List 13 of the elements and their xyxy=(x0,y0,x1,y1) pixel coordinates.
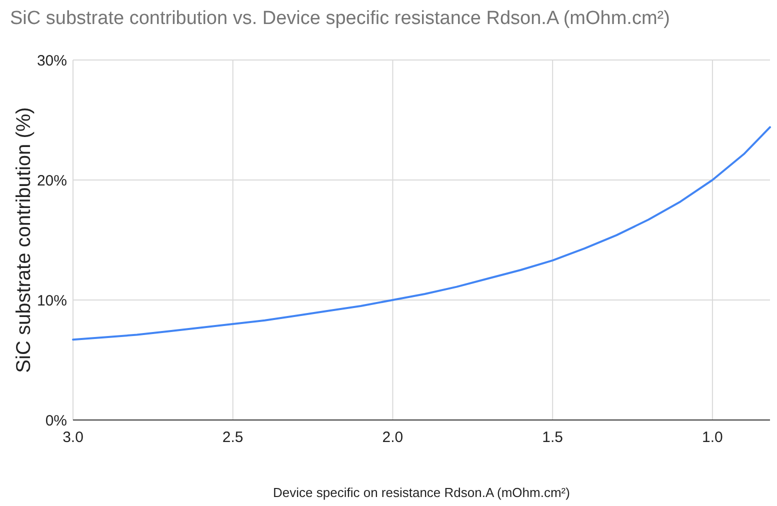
chart-title: SiC substrate contribution vs. Device specific resistance Rdson.A (mOhm.cm²) xyxy=(10,8,670,29)
y-tick-label: 30% xyxy=(36,52,67,70)
line-series xyxy=(72,126,771,341)
x-tick-label: 2.0 xyxy=(382,429,404,446)
x-tick-label: 2.5 xyxy=(222,429,244,446)
y-tick-label: 20% xyxy=(36,172,67,190)
y-tick-label: 0% xyxy=(45,412,67,430)
x-tick-label: 1.0 xyxy=(702,429,723,446)
x-axis-title: Device specific on resistance Rdson.A (mOhm.cm²) xyxy=(273,485,570,500)
y-tick-label: 10% xyxy=(36,292,67,310)
x-tick-label: 1.5 xyxy=(542,429,564,446)
y-axis-title: SiC substrate contribution (%) xyxy=(13,107,35,373)
x-tick-label: 3.0 xyxy=(62,429,84,446)
